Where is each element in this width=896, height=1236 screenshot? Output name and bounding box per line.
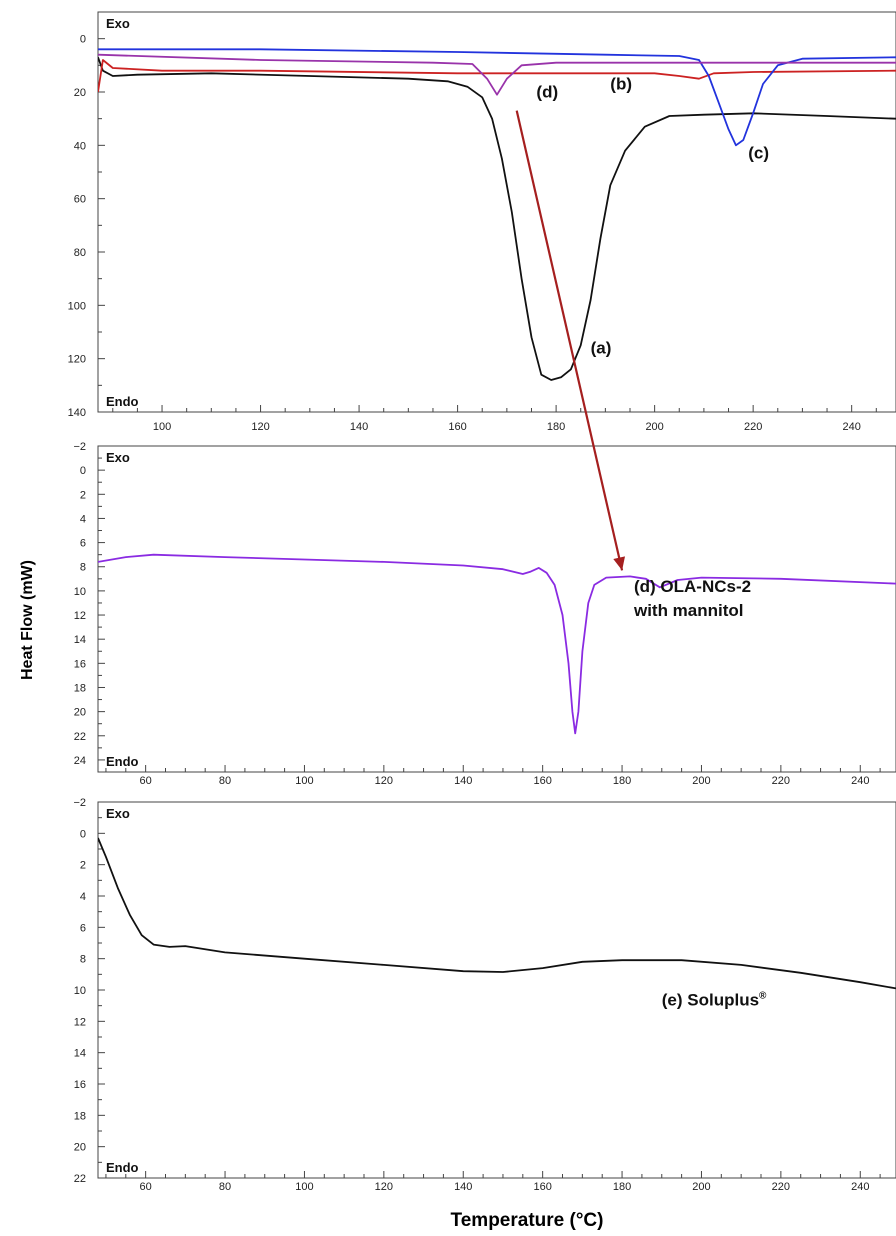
x-tick-label: 200 [692,775,710,787]
x-tick-label: 220 [772,1181,790,1193]
x-tick-label: 160 [533,775,551,787]
x-tick-label: 180 [613,1181,631,1193]
panel-middle: 60 80 100 120 140 160 180 200 220 240−20246810121… [73,441,896,787]
x-tick-label: 220 [772,775,790,787]
x-tick-label: 120 [375,1181,393,1193]
endo-label: Endo [106,1160,139,1175]
x-tick-label: 120 [375,775,393,787]
annotation-middle-1: with mannitol [633,601,744,620]
y-tick-label: 40 [74,140,86,152]
annotation-top-2: (c) [748,144,769,163]
x-tick-label: 220 [744,421,762,433]
y-tick-label: 22 [74,1173,86,1185]
x-tick-label: 100 [295,775,313,787]
y-tick-label: 60 [74,194,86,206]
y-tick-label: 24 [74,755,86,767]
annotation-top-0: (d) [536,82,558,101]
y-tick-label: −2 [73,797,86,809]
y-tick-label: 20 [74,87,86,99]
x-tick-label: 60 [140,775,152,787]
series-line-top-1 [98,59,896,93]
y-tick-label: 8 [80,954,86,966]
x-tick-label: 100 [295,1181,313,1193]
y-tick-label: 20 [74,1142,86,1154]
annotation-bottom-0: (e) Soluplus® [662,991,767,1010]
x-tick-label: 60 [140,1181,152,1193]
y-tick-label: 18 [74,1110,86,1122]
x-tick-label: 80 [219,775,231,787]
y-tick-label: 16 [74,1079,86,1091]
annotation-middle-0: (d) OLA-NCs-2 [634,577,751,596]
y-tick-label: 4 [80,891,86,903]
arrow-line [515,110,624,571]
y-tick-label: 10 [74,586,86,598]
endo-label: Endo [106,394,139,409]
y-tick-label: 6 [80,922,86,934]
y-tick-label: 2 [80,489,86,501]
x-tick-label: 160 [533,1181,551,1193]
series-line-middle-0 [98,553,896,735]
x-tick-label: 100 [153,421,171,433]
annotation-top-1: (b) [610,74,632,93]
y-tick-label: 14 [74,1048,86,1060]
panels: 100 120 140 160 180 200 220 2400204060801001201… [68,11,896,1193]
x-axis-label: Temperature (°C) [451,1210,604,1231]
panel-bottom: 60 80 100 120 140 160 180 200 220 240 −2 0 2 4 6 8 10 12 1… [73,797,896,1193]
exo-label: Exo [106,806,130,821]
y-tick-label: 12 [74,1016,86,1028]
y-tick-label: 0 [80,465,86,477]
x-tick-label: 240 [842,421,860,433]
y-tick-label: 16 [74,658,86,670]
y-tick-label: 18 [74,682,86,694]
y-tick-label: 12 [74,610,86,622]
x-tick-label: 140 [454,775,472,787]
x-tick-label: 120 [251,421,269,433]
panel-frame [97,801,896,1179]
exo-label: Exo [106,450,130,465]
y-tick-label: 2 [80,860,86,872]
y-tick-label: 120 [68,354,86,366]
y-tick-label: 4 [80,513,86,525]
x-tick-label: 160 [448,421,466,433]
x-tick-label: 180 [547,421,565,433]
panel-top: 100 120 140 160 180 200 220 240 0 20 40 60 80 100 120 1… [68,11,896,433]
arrow-head [613,556,625,571]
y-tick-label: 20 [74,707,86,719]
x-tick-label: 200 [692,1181,710,1193]
y-tick-label: 10 [74,985,86,997]
panel-frame [97,11,896,413]
y-axis-label: Heat Flow (mW) [19,560,36,680]
series-line-top-2 [98,48,896,147]
y-tick-label: 0 [80,34,86,46]
y-tick-label: 100 [68,300,86,312]
y-tick-label: 0 [80,828,86,840]
series-line-top-3 [98,53,896,96]
exo-label: Exo [106,16,130,31]
y-tick-label: 80 [74,247,86,259]
y-tick-label: 140 [68,407,86,419]
x-tick-label: 180 [613,775,631,787]
series-line-top-0 [98,56,896,381]
y-tick-label: 14 [74,634,86,646]
y-tick-label: −2 [73,441,86,453]
x-tick-label: 140 [350,421,368,433]
x-tick-label: 200 [645,421,663,433]
registered-mark: ® [759,991,767,1002]
endo-label: Endo [106,754,139,769]
x-tick-label: 240 [851,1181,869,1193]
series-line-bottom-0 [98,837,896,990]
x-tick-label: 240 [851,775,869,787]
y-tick-label: 6 [80,538,86,550]
y-tick-label: 8 [80,562,86,574]
panel-frame [97,445,896,773]
x-tick-label: 140 [454,1181,472,1193]
annotation-top-3: (a) [591,338,612,357]
y-tick-label: 22 [74,731,86,743]
x-tick-label: 80 [219,1181,231,1193]
